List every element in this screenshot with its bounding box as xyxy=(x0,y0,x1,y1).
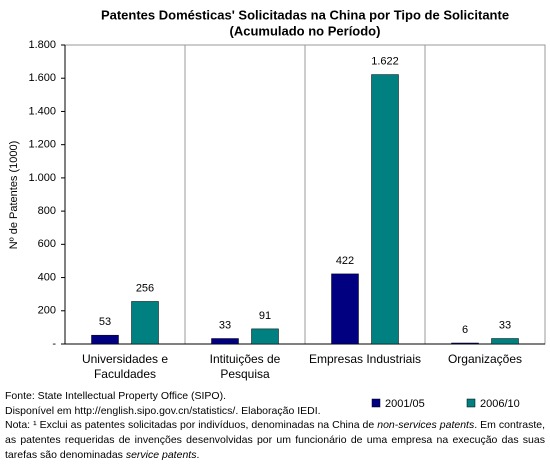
y-tick-label: 600 xyxy=(38,238,56,250)
legend-label: 2006/10 xyxy=(480,398,520,410)
note-text: service patents xyxy=(125,449,197,461)
value-label: 33 xyxy=(219,319,231,331)
x-tick-label: Universidades e Faculdades xyxy=(81,352,169,381)
y-tick-label: 1.400 xyxy=(28,105,56,117)
note: Nota: ¹ Exclui as patentes solicitadas p… xyxy=(5,418,545,463)
y-tick-label: 1.000 xyxy=(28,172,56,184)
y-tick-label: 1.800 xyxy=(28,39,56,51)
bar xyxy=(211,338,239,345)
bar xyxy=(371,74,399,345)
value-label: 422 xyxy=(336,255,354,267)
legend-swatch xyxy=(466,398,476,408)
value-label: 91 xyxy=(259,310,271,322)
bar xyxy=(491,338,519,345)
x-tick-label: Intituições de Pesquisa xyxy=(209,352,281,381)
note-text: . xyxy=(196,449,200,461)
chart-title: Patentes Domésticas' Solicitadas na Chin… xyxy=(101,7,509,22)
value-label: 1.622 xyxy=(371,55,399,67)
y-tick-label: - xyxy=(52,338,56,350)
value-label: 33 xyxy=(499,319,511,331)
note-text: Nota: ¹ Exclui as patentes solicitadas p… xyxy=(5,419,378,431)
legend-swatch xyxy=(371,398,381,408)
value-label: 53 xyxy=(99,316,111,328)
source: Fonte: State Intellectual Property Offic… xyxy=(5,390,226,402)
x-tick-label: Empresas Industriais xyxy=(308,352,422,366)
chart-subtitle: (Acumulado no Período) xyxy=(230,23,381,38)
y-tick-label: 1.600 xyxy=(28,72,56,84)
bar xyxy=(131,301,159,345)
bar xyxy=(251,328,279,345)
note-text: non-services patents xyxy=(377,419,475,431)
bar xyxy=(91,334,119,345)
legend-label: 2001/05 xyxy=(385,398,425,410)
bar xyxy=(451,342,479,345)
value-label: 6 xyxy=(462,324,468,336)
y-tick-label: 1.200 xyxy=(28,139,56,151)
note-text: . Em contraste, as patentes requeridas d… xyxy=(5,419,546,461)
x-tick-label: Organizações xyxy=(447,352,523,366)
availability: Disponível em http://english.sipo.gov.cn… xyxy=(5,405,321,417)
y-tick-label: 800 xyxy=(38,205,56,217)
y-axis-label: Nº de Patentes (1000) xyxy=(8,141,20,250)
bar xyxy=(331,273,359,345)
y-tick-label: 400 xyxy=(38,271,56,283)
y-tick-label: 200 xyxy=(38,305,56,317)
value-label: 256 xyxy=(136,282,154,294)
